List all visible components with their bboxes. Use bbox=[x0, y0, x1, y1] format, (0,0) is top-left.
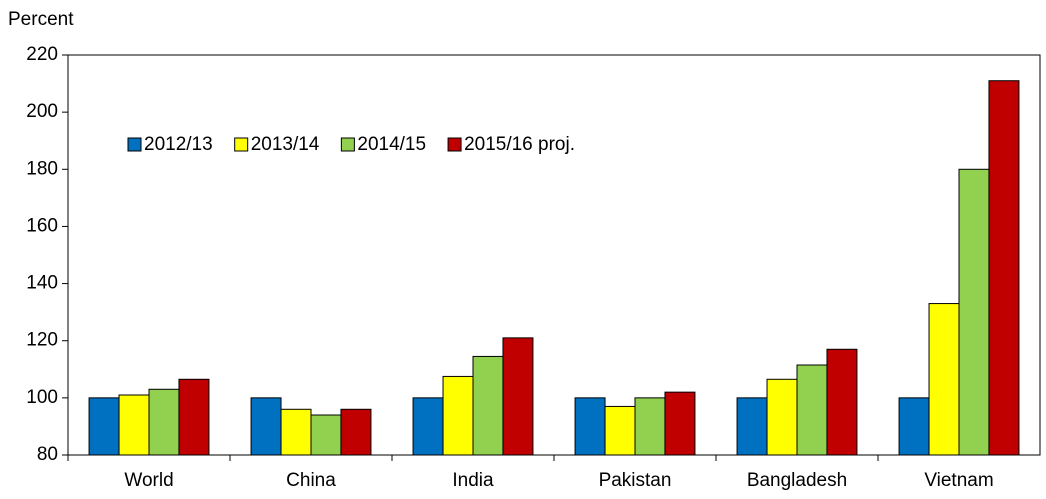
plot-frame bbox=[67, 54, 1041, 456]
bar bbox=[412, 397, 444, 456]
legend-swatch bbox=[447, 137, 462, 152]
y-tick-label: 120 bbox=[26, 330, 58, 351]
legend-label: 2015/16 proj. bbox=[464, 134, 575, 155]
bar bbox=[928, 303, 960, 456]
x-tick-label: Pakistan bbox=[599, 470, 672, 491]
y-tick-label: 100 bbox=[26, 387, 58, 408]
x-tick-label: India bbox=[452, 470, 494, 491]
x-tick-label: Vietnam bbox=[924, 470, 993, 491]
x-tick-label: Bangladesh bbox=[747, 470, 847, 491]
bar bbox=[250, 397, 282, 456]
bar bbox=[634, 397, 666, 456]
legend-swatch bbox=[127, 137, 142, 152]
bar bbox=[574, 397, 606, 456]
bar bbox=[340, 408, 372, 456]
bar bbox=[766, 378, 798, 456]
y-tick-label: 180 bbox=[26, 158, 58, 179]
bar bbox=[118, 394, 150, 456]
bar bbox=[472, 355, 504, 456]
bar bbox=[604, 405, 636, 456]
bar bbox=[826, 348, 858, 456]
y-tick-label: 80 bbox=[37, 444, 58, 465]
legend-swatch bbox=[234, 137, 249, 152]
bar bbox=[898, 397, 930, 456]
bar bbox=[958, 168, 990, 456]
bar bbox=[796, 364, 828, 456]
y-tick-label: 160 bbox=[26, 215, 58, 236]
bar bbox=[736, 397, 768, 456]
y-tick-label: 200 bbox=[26, 101, 58, 122]
x-tick-label: China bbox=[286, 470, 336, 491]
bar bbox=[310, 414, 342, 456]
x-tick-label: World bbox=[124, 470, 173, 491]
bar bbox=[178, 378, 210, 456]
bar bbox=[88, 397, 120, 456]
bar bbox=[502, 337, 534, 456]
legend-label: 2012/13 bbox=[144, 134, 213, 155]
y-axis-label: Percent bbox=[8, 9, 74, 30]
legend-swatch bbox=[340, 137, 355, 152]
y-tick-label: 220 bbox=[26, 44, 58, 65]
bar bbox=[988, 80, 1020, 456]
bar bbox=[280, 408, 312, 456]
legend-label: 2014/15 bbox=[357, 134, 426, 155]
bar bbox=[442, 375, 474, 456]
legend-label: 2013/14 bbox=[251, 134, 320, 155]
y-tick-label: 140 bbox=[26, 273, 58, 294]
bar bbox=[664, 391, 696, 456]
bar bbox=[148, 388, 180, 456]
